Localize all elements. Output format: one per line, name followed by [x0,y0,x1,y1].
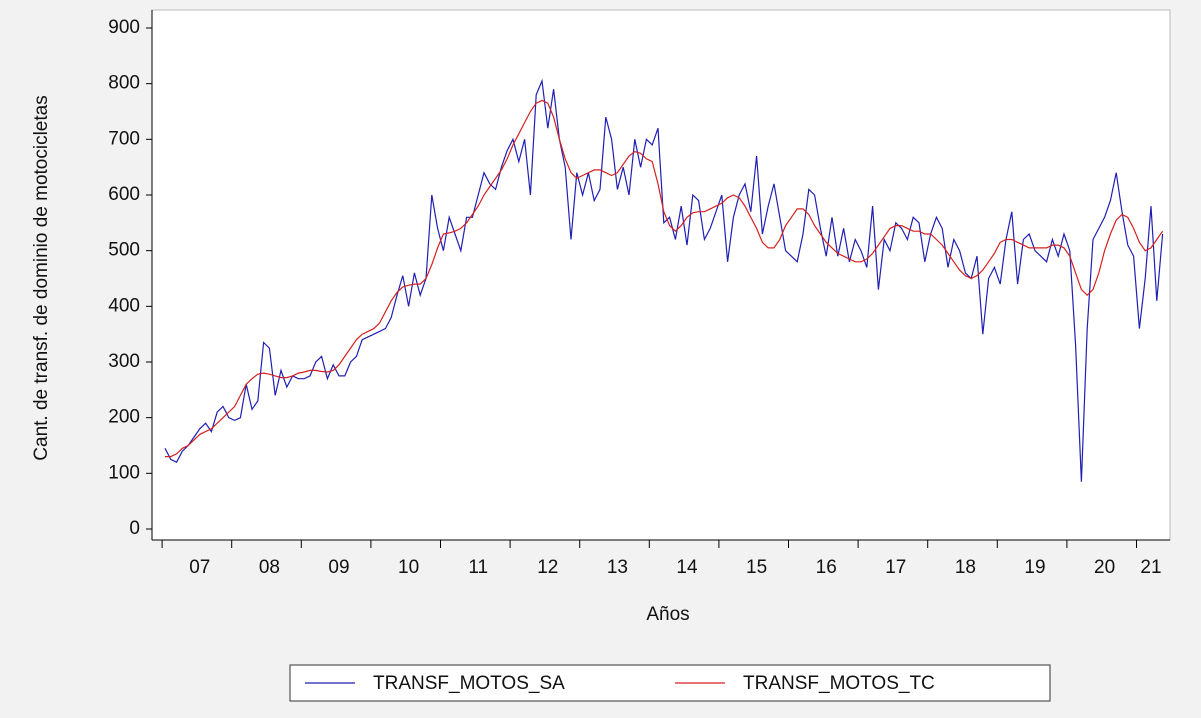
x-tick-label: 08 [259,557,280,578]
x-tick-label: 20 [1094,557,1115,578]
x-tick-label: 15 [746,557,767,578]
x-tick-label: 21 [1140,557,1161,578]
plot-area [151,9,1171,541]
x-tick-label: 10 [398,557,419,578]
legend-label: TRANSF_MOTOS_SA [373,673,565,694]
y-tick-label: 200 [108,407,140,428]
y-tick-label: 0 [129,518,140,539]
y-tick-label: 600 [108,184,140,205]
y-tick-label: 300 [108,351,140,372]
y-tick-label: 700 [108,128,140,149]
x-axis-title: Años [646,604,689,625]
x-tick-label: 14 [676,557,698,578]
y-tick-label: 400 [108,295,140,316]
y-tick-label: 800 [108,73,140,94]
y-tick-label: 900 [108,17,140,38]
x-tick-label: 12 [537,557,558,578]
x-tick-label: 19 [1024,557,1045,578]
series-line [165,99,1164,458]
x-tick-label: 13 [607,557,628,578]
x-tick-label: 18 [955,557,976,578]
legend-label: TRANSF_MOTOS_TC [743,673,935,694]
y-tick-label: 100 [108,462,140,483]
y-tick-label: 500 [108,240,140,261]
x-tick-label: 16 [816,557,837,578]
x-tick-label: 07 [189,557,210,578]
legend [289,664,1051,702]
x-tick-label: 11 [468,557,488,578]
x-tick-label: 17 [885,557,906,578]
series-line [164,78,1164,482]
y-axis-title: Cant. de transf. de dominio de motocicle… [31,95,52,460]
x-tick-label: 09 [328,557,349,578]
